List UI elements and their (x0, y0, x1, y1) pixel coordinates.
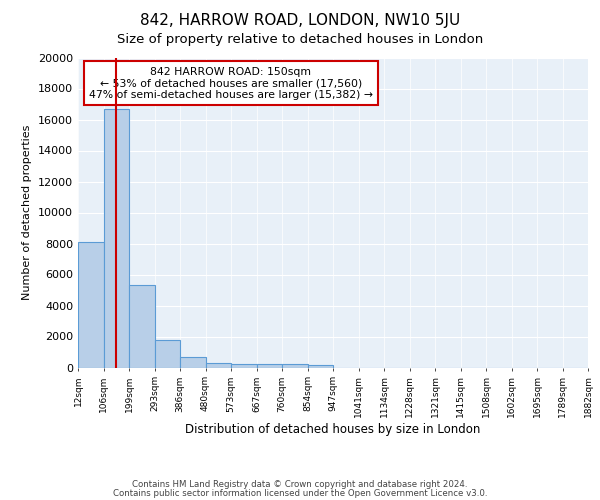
Text: 842 HARROW ROAD: 150sqm
← 53% of detached houses are smaller (17,560)
47% of sem: 842 HARROW ROAD: 150sqm ← 53% of detache… (89, 67, 373, 100)
Text: Contains HM Land Registry data © Crown copyright and database right 2024.: Contains HM Land Registry data © Crown c… (132, 480, 468, 489)
Bar (257, 364, 282, 368)
Bar (231, 364, 257, 368)
Bar (180, 356, 205, 368)
Text: Contains public sector information licensed under the Open Government Licence v3: Contains public sector information licen… (113, 490, 487, 498)
Bar (282, 364, 308, 368)
Text: Size of property relative to detached houses in London: Size of property relative to detached ho… (117, 32, 483, 46)
Text: 842, HARROW ROAD, LONDON, NW10 5JU: 842, HARROW ROAD, LONDON, NW10 5JU (140, 12, 460, 28)
Bar (78, 242, 104, 368)
Bar (129, 286, 155, 368)
Bar (104, 110, 129, 368)
Bar (205, 362, 231, 368)
X-axis label: Distribution of detached houses by size in London: Distribution of detached houses by size … (185, 423, 481, 436)
Bar (308, 364, 333, 368)
Y-axis label: Number of detached properties: Number of detached properties (22, 125, 32, 300)
Bar (155, 340, 180, 367)
